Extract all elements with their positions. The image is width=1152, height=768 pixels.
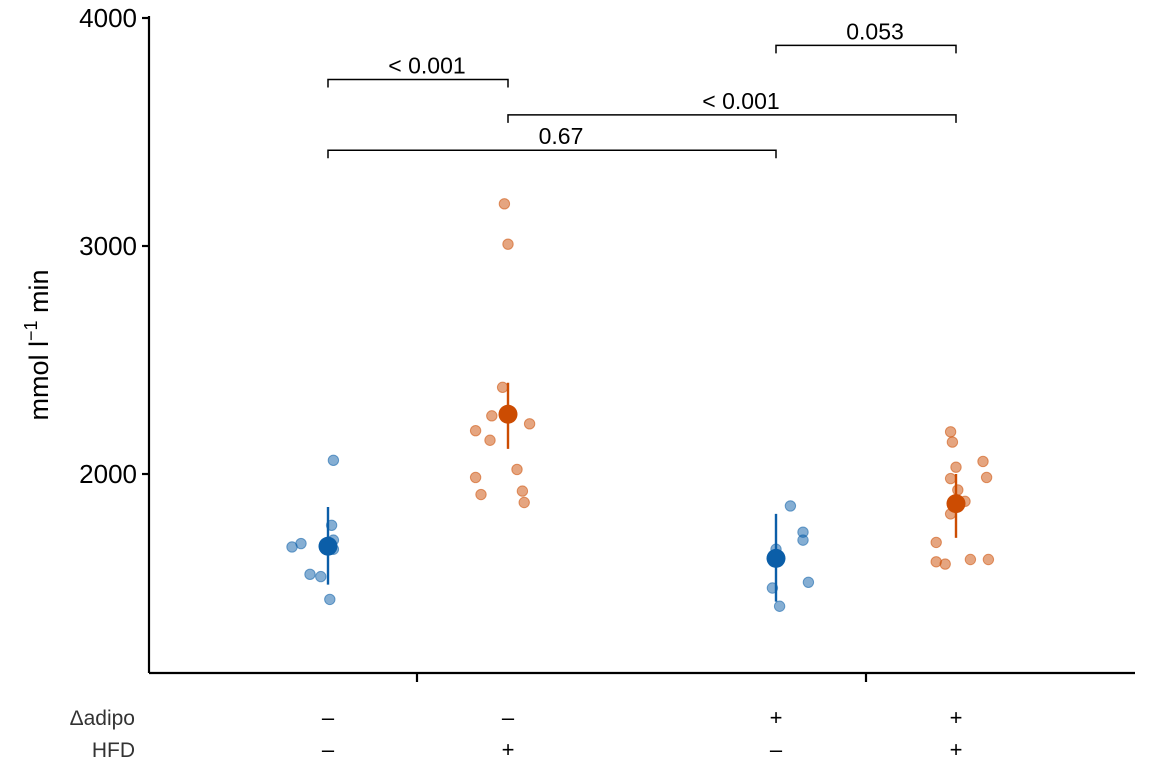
factor-table: Δadipo – – + + HFD – + – + [70,705,963,762]
data-point [327,454,340,467]
data-point [964,553,977,566]
data-point [939,558,951,570]
factor-name: HFD [92,739,135,762]
factor-level: – [502,705,515,730]
data-point [802,576,815,588]
data-point [498,198,511,210]
comparison-bracket [327,149,777,159]
p-value-label: < 0.001 [702,88,779,114]
p-value-label: 0.67 [539,123,584,149]
data-point [511,463,523,476]
data-point [797,534,809,546]
data-point [496,381,509,394]
data-point [952,484,964,496]
data-point [982,553,995,566]
factor-level: + [950,705,963,730]
data-point [469,424,482,437]
comparison-bracket [507,114,957,123]
data-point [523,418,536,430]
group-mean-marker [946,494,966,514]
factor-level: + [770,705,783,730]
data-point [304,568,316,581]
comparison-brackets: < 0.001 0.053 < 0.001 0.67 [327,18,957,159]
factor-level: – [322,705,335,730]
data-point [773,600,786,612]
data-point [502,238,514,250]
factor-name: Δadipo [70,707,135,730]
data-point [950,461,962,473]
group-mean-marker [498,404,518,424]
data-point [518,496,530,509]
data-points [286,198,995,612]
factor-level: – [770,737,783,762]
group-means [318,382,966,602]
y-axis-label-unit: mmol l [24,341,54,421]
chart-axes: 2000 3000 4000 mmol l−1 min [21,3,1135,682]
data-point [324,593,336,606]
data-point [944,426,957,438]
p-value-label: 0.053 [846,18,904,44]
comparison-bracket [327,78,509,88]
data-point [475,488,487,501]
p-value-label: < 0.001 [388,53,465,79]
data-point [784,500,797,512]
group-mean-marker [766,548,786,568]
comparison-bracket [775,44,957,54]
y-tick-label: 2000 [79,459,137,489]
data-point [980,471,993,484]
data-point [977,455,989,468]
data-point [944,472,957,485]
data-point [315,570,327,583]
data-point [484,434,496,446]
y-tick-label: 3000 [79,231,137,261]
factor-level: + [502,737,515,762]
factor-level: + [950,737,963,762]
data-point [486,410,498,422]
y-axis-label-suffix: min [24,269,54,320]
y-axis-label: mmol l−1 min [21,269,54,420]
factor-level: – [322,737,335,762]
y-tick-label: 4000 [79,3,137,33]
data-point [946,436,959,448]
data-point [469,471,482,484]
group-mean-marker [318,536,338,556]
data-point [295,537,307,550]
data-point [930,536,942,549]
data-point [516,485,529,497]
y-axis-label-exponent: −1 [21,320,41,341]
